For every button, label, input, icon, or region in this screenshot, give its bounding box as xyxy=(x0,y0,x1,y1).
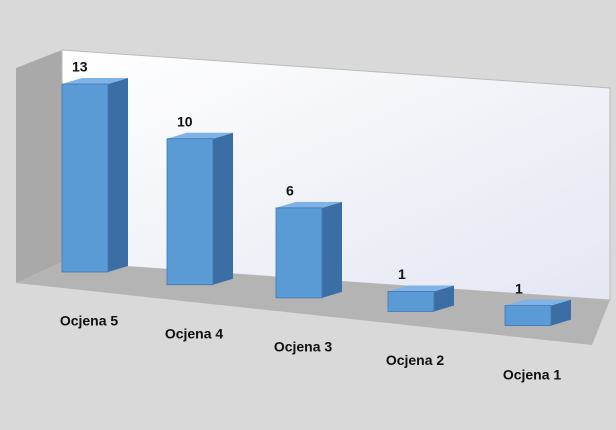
bar-side xyxy=(322,201,342,298)
bar-side xyxy=(434,285,454,312)
data-label: 1 xyxy=(398,266,406,282)
data-label: 10 xyxy=(177,113,193,129)
bar-side xyxy=(551,299,571,326)
x-tick-label: Ocjena 3 xyxy=(274,339,333,355)
floor xyxy=(16,262,610,345)
data-label: 13 xyxy=(72,59,88,75)
x-tick-label: Ocjena 1 xyxy=(503,366,562,382)
bar xyxy=(387,291,435,312)
bar xyxy=(61,83,109,273)
bar-side xyxy=(213,132,233,285)
side-wall xyxy=(16,50,62,283)
bar xyxy=(166,138,214,286)
bar-top xyxy=(62,78,128,84)
data-label: 6 xyxy=(286,183,294,199)
x-tick-label: Ocjena 5 xyxy=(60,313,119,329)
x-tick-label: Ocjena 2 xyxy=(386,352,445,368)
bar xyxy=(504,305,552,327)
x-tick-label: Ocjena 4 xyxy=(165,325,224,341)
bar-top xyxy=(276,201,342,208)
bar-top xyxy=(388,285,454,292)
bar xyxy=(275,207,323,299)
bar-top xyxy=(167,132,233,139)
data-label: 1 xyxy=(515,280,523,296)
bar-top xyxy=(505,299,571,306)
bar-side xyxy=(108,78,128,272)
